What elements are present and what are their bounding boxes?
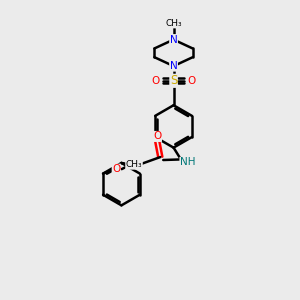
Text: CH₃: CH₃	[165, 19, 182, 28]
Text: S: S	[170, 74, 177, 87]
Text: O: O	[153, 131, 161, 142]
Text: O: O	[151, 76, 159, 86]
Text: NH: NH	[180, 158, 195, 167]
Text: N: N	[170, 61, 177, 71]
Text: N: N	[170, 34, 177, 45]
Text: O: O	[188, 76, 196, 86]
Text: CH₃: CH₃	[126, 160, 142, 169]
Text: O: O	[112, 164, 121, 174]
